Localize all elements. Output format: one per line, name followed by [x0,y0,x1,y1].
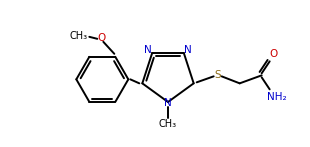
Text: S: S [215,70,221,80]
Text: N: N [164,98,172,108]
Text: CH₃: CH₃ [159,119,177,129]
Text: CH₃: CH₃ [69,31,87,41]
Text: O: O [270,49,278,59]
Text: N: N [144,45,152,55]
Text: NH₂: NH₂ [267,92,286,102]
Text: O: O [97,33,105,43]
Text: N: N [184,45,192,55]
